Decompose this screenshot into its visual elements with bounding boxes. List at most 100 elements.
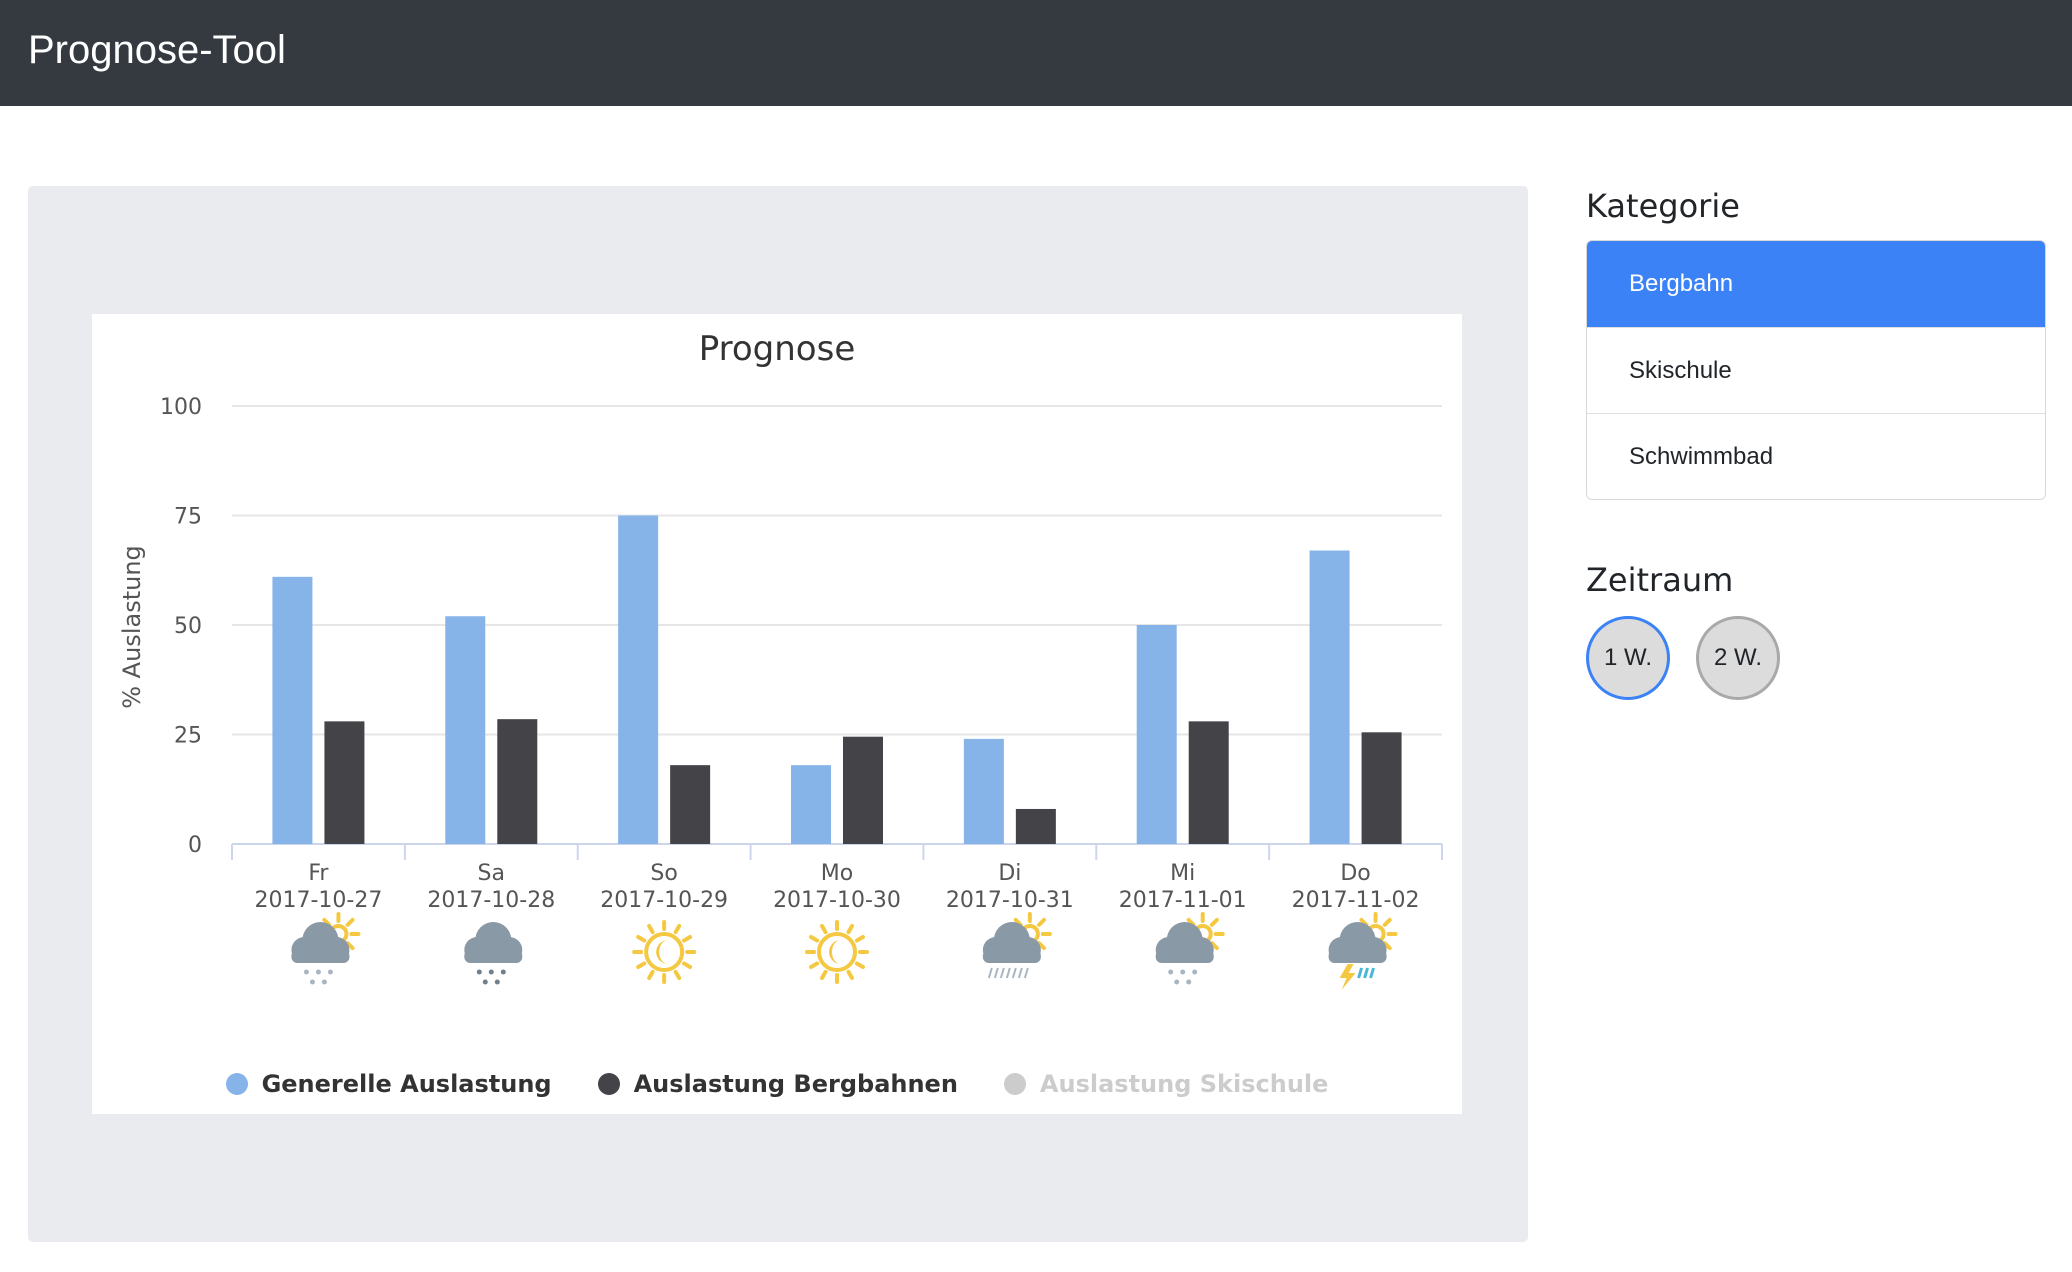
x-tick-label-date: 2017-10-29 [600,888,728,913]
rain-drop [1023,967,1029,979]
period-button-1w[interactable]: 1 W. [1586,616,1670,700]
snowflake-dot [309,979,315,985]
chart-panel: Prognose 0 25 50 75 100% Auslastung Fr 2017-10-… [28,186,1528,1242]
bar-auslastung-bergbahnen-fr [324,721,365,844]
sun-icon [632,920,697,984]
snowflake-dot [327,969,333,975]
rain-drop [999,967,1005,979]
legend-label: Auslastung Bergbahnen [633,1070,958,1098]
bar-generelle-auslastung-so [618,515,659,844]
x-tick-label-day: Mo [821,861,853,886]
x-tick-label-date: 2017-10-28 [427,888,555,913]
snowflake-dot [482,979,488,985]
chart-legend: Generelle Auslastung Auslastung Bergbahne… [92,1064,1462,1104]
x-tick-label-day: So [650,861,677,886]
snowflake-dot [315,969,321,975]
rain-drop [1017,967,1023,979]
sun-icon [632,920,697,984]
cloud-icon [982,922,1041,963]
snow-partly-sunny-icon [1155,912,1225,985]
rain-drop [1363,967,1370,979]
snow-icon [464,922,523,985]
bar-auslastung-bergbahnen-so [670,765,711,844]
bar-generelle-auslastung-sa [445,616,486,844]
legend-item-auslastung-bergbahnen[interactable]: Auslastung Bergbahnen [597,1064,958,1104]
snowflake-dot [1186,979,1192,985]
snow-partly-sunny-icon [291,912,361,985]
y-tick-label: 0 [188,833,202,858]
y-tick-label: 75 [174,505,202,530]
y-tick-label: 100 [160,395,202,420]
navbar: Prognose-Tool [0,0,2072,106]
snowflake-dot [321,979,327,985]
lightning-bolt [1339,964,1356,990]
x-tick-label-day: Di [998,861,1021,886]
rain-drop [987,967,993,979]
category-item-skischule[interactable]: Skischule [1587,327,2045,413]
zeitraum-heading: Zeitraum [1586,561,1734,599]
rain-drop [1011,967,1017,979]
snowflake-dot [303,969,309,975]
x-tick-label-date: 2017-11-02 [1292,888,1420,913]
cloud-icon [464,922,523,963]
snowflake-dot [500,969,506,975]
snowflake-dot [1174,979,1180,985]
y-tick-label: 25 [174,724,202,749]
snowflake-dot [1168,969,1174,975]
rain-drop [1005,967,1011,979]
sun-icon [805,920,869,984]
legend-dot-icon [1003,1073,1026,1095]
x-tick-label-day: Mi [1170,861,1195,886]
bar-generelle-auslastung-mo [791,765,831,844]
period-button-2w[interactable]: 2 W. [1696,616,1780,700]
rain-drop [993,967,999,979]
category-item-bergbahn[interactable]: Bergbahn [1587,241,2045,327]
x-tick-label-day: Sa [478,861,505,886]
snowflake-dot [1192,969,1198,975]
bar-auslastung-bergbahnen-do [1361,732,1402,844]
thunderstorm-partly-sunny-icon [1328,912,1398,990]
cloud-icon [1328,922,1387,963]
moon-shape [656,940,669,964]
bar-generelle-auslastung-mi [1136,625,1177,844]
x-tick-label-day: Fr [308,861,329,886]
brand-title[interactable]: Prognose-Tool [28,28,286,72]
cloud-icon [1155,922,1214,963]
y-axis-label: % Auslastung [118,545,146,709]
kategorie-heading: Kategorie [1586,187,1740,225]
legend-label: Auslastung Skischule [1039,1070,1329,1098]
bar-auslastung-bergbahnen-mi [1188,721,1229,844]
legend-dot-icon [597,1073,620,1095]
rain-drop [1357,967,1364,979]
bar-auslastung-bergbahnen-sa [497,719,538,844]
snowflake-dot [494,979,500,985]
rain-drop [1369,967,1376,979]
category-list: Bergbahn Skischule Schwimmbad [1586,240,2046,500]
sidebar: Kategorie Bergbahn Skischule Schwimmbad Ze… [1586,186,2046,700]
x-tick-label-date: 2017-10-27 [254,888,382,913]
legend-label: Generelle Auslastung [261,1070,552,1098]
legend-item-auslastung-skischule[interactable]: Auslastung Skischule [1003,1064,1329,1104]
bar-auslastung-bergbahnen-mo [843,736,883,844]
x-tick-label-date: 2017-10-30 [773,888,901,913]
y-tick-label: 50 [174,614,202,639]
x-tick-label-date: 2017-10-31 [946,888,1074,913]
bar-generelle-auslastung-do [1309,550,1350,844]
legend-item-generelle-auslastung[interactable]: Generelle Auslastung [225,1064,552,1104]
cloud-icon [291,922,350,963]
x-tick-label-date: 2017-11-01 [1119,888,1247,913]
sun-icon [805,920,869,984]
moon-shape [829,940,841,964]
snowflake-dot [1180,969,1186,975]
category-item-schwimmbad[interactable]: Schwimmbad [1587,413,2045,499]
period-buttons: 1 W. 2 W. [1586,616,2046,700]
bar-auslastung-bergbahnen-di [1015,808,1056,844]
bar-generelle-auslastung-di [963,738,1004,844]
bar-generelle-auslastung-fr [272,576,313,844]
snowflake-dot [488,969,494,975]
legend-dot-icon [225,1073,248,1095]
rain-partly-sunny-icon [982,912,1052,979]
chart-title: Prognose [699,329,856,369]
chart-card: Prognose 0 25 50 75 100% Auslastung Fr 2017-10-… [92,314,1462,1114]
